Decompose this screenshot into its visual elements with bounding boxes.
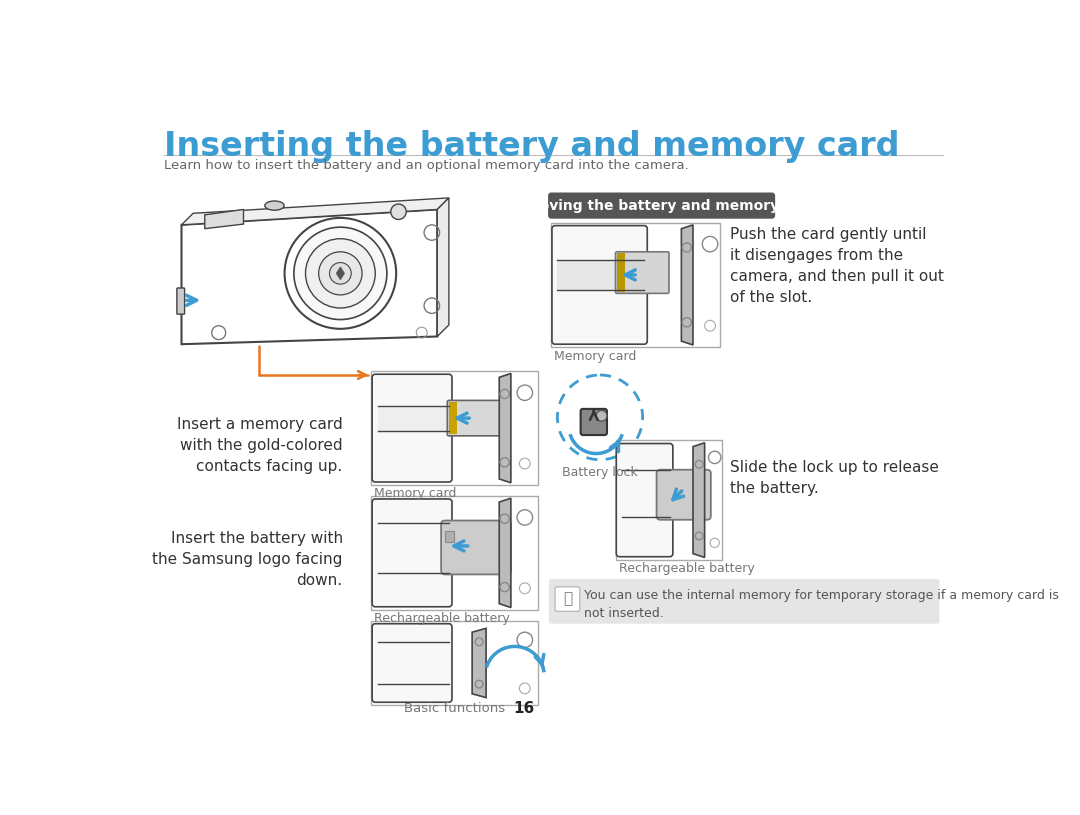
Text: 16: 16 [513,701,535,716]
Text: Push the card gently until
it disengages from the
camera, and then pull it out
o: Push the card gently until it disengages… [730,227,944,305]
Bar [617,253,625,292]
Circle shape [596,411,607,421]
Polygon shape [181,198,449,225]
Text: Slide the lock up to release
the battery.: Slide the lock up to release the battery… [730,460,940,496]
Bar [372,496,538,610]
Circle shape [391,204,406,219]
Text: Insert a memory card
with the gold-colored
contacts facing up.: Insert a memory card with the gold-color… [177,417,342,474]
Text: Battery lock: Battery lock [562,466,638,479]
Polygon shape [472,628,486,698]
Bar [551,222,720,347]
Polygon shape [693,443,704,557]
Bar [378,406,449,431]
FancyBboxPatch shape [177,288,185,314]
FancyBboxPatch shape [657,469,711,520]
FancyBboxPatch shape [581,409,607,435]
Text: ⎙: ⎙ [563,592,572,606]
Bar [616,440,723,560]
Bar [445,531,455,542]
Polygon shape [681,225,693,345]
Polygon shape [437,198,449,337]
Text: Memory card: Memory card [554,350,636,363]
Circle shape [284,218,396,328]
FancyBboxPatch shape [552,226,647,344]
Text: Rechargeable battery: Rechargeable battery [619,562,754,575]
FancyBboxPatch shape [373,374,451,482]
Text: You can use the internal memory for temporary storage if a memory card is
not in: You can use the internal memory for temp… [583,589,1058,620]
Circle shape [319,252,362,295]
Text: Memory card: Memory card [375,487,457,500]
Bar [372,621,538,705]
FancyBboxPatch shape [616,252,669,293]
FancyBboxPatch shape [447,400,504,436]
Text: Insert the battery with
the Samsung logo facing
down.: Insert the battery with the Samsung logo… [152,531,342,588]
FancyBboxPatch shape [549,579,940,623]
Circle shape [329,262,351,284]
FancyBboxPatch shape [555,587,580,611]
Polygon shape [205,209,243,229]
Polygon shape [337,267,345,280]
FancyBboxPatch shape [441,521,511,575]
FancyBboxPatch shape [548,192,775,218]
Bar [372,371,538,485]
Text: Learn how to insert the battery and an optional memory card into the camera.: Learn how to insert the battery and an o… [164,160,689,173]
FancyBboxPatch shape [373,499,451,607]
Polygon shape [181,209,437,344]
Polygon shape [499,373,511,482]
Circle shape [294,227,387,319]
Text: Removing the battery and memory card: Removing the battery and memory card [505,199,819,213]
FancyBboxPatch shape [617,443,673,557]
Bar [449,402,457,434]
Text: Rechargeable battery: Rechargeable battery [375,612,510,625]
Bar [557,259,644,290]
Ellipse shape [265,201,284,210]
Text: Inserting the battery and memory card: Inserting the battery and memory card [164,130,900,163]
Polygon shape [499,498,511,607]
Text: Basic functions: Basic functions [404,702,505,715]
FancyBboxPatch shape [373,623,451,703]
Circle shape [306,239,375,308]
